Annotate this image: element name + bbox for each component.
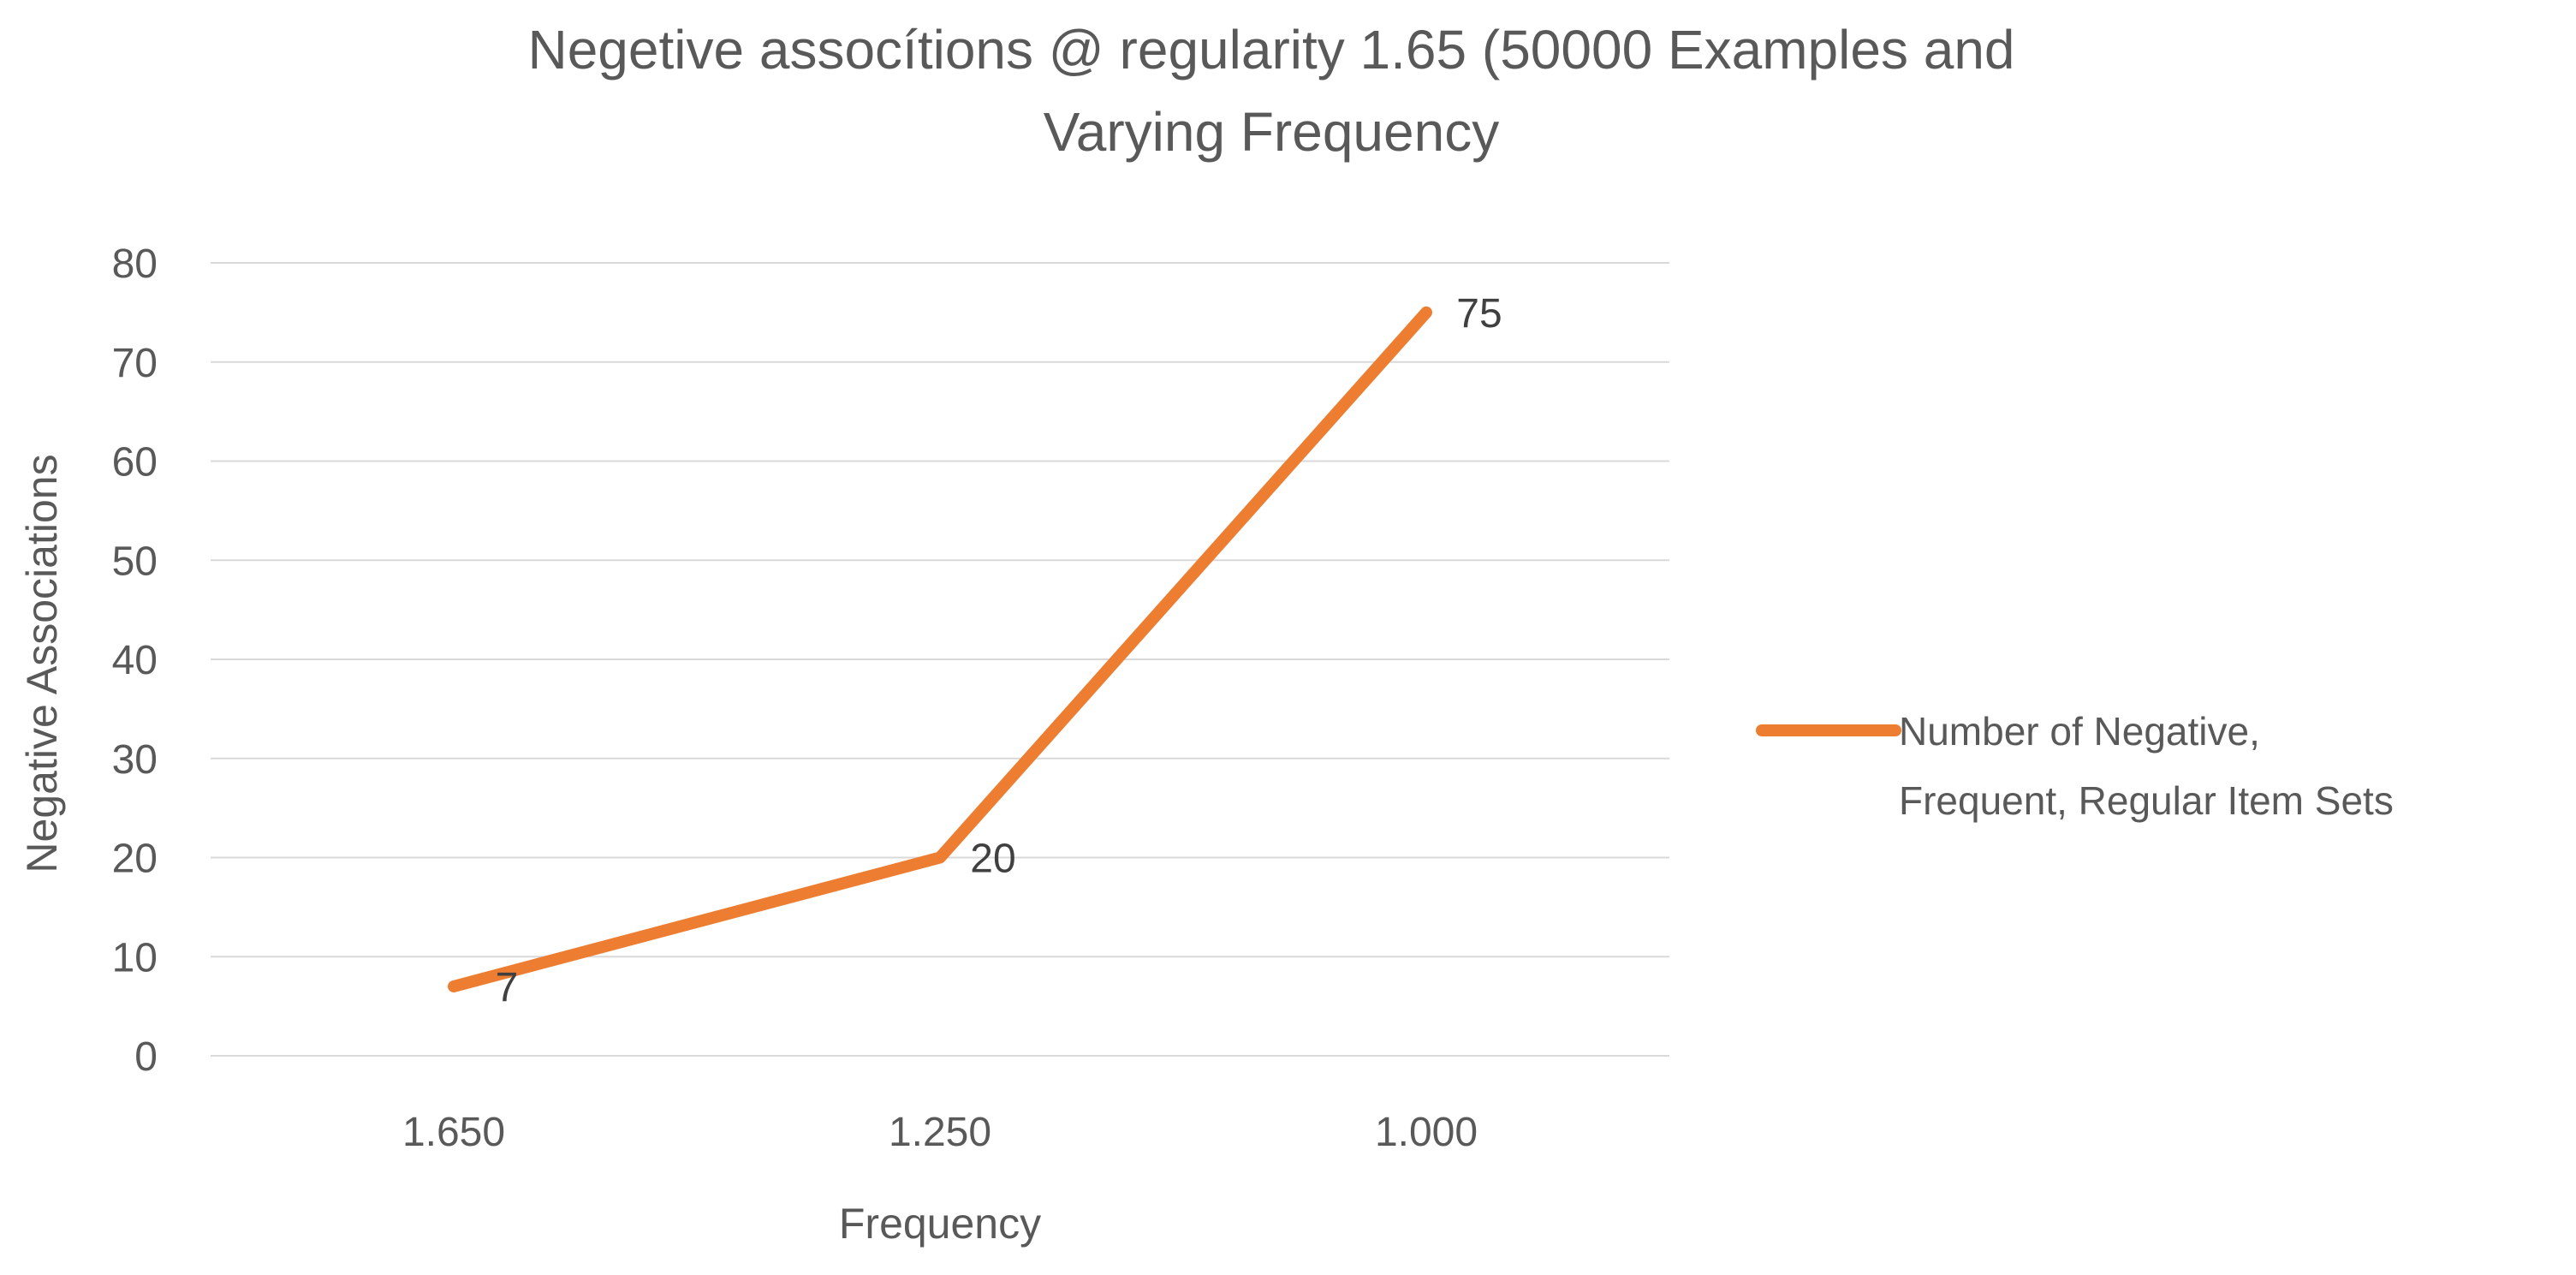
chart-title-line: Varying Frequency [1044, 101, 1499, 163]
y-tick-label: 70 [112, 341, 158, 386]
legend-label-line: Frequent, Regular Item Sets [1899, 778, 2394, 823]
data-point [939, 856, 941, 859]
y-axis-label: Negative Associations [18, 454, 66, 873]
y-tick-label: 10 [112, 935, 158, 980]
data-point [453, 985, 455, 987]
gridlines [211, 262, 1669, 1057]
y-tick-label: 30 [112, 737, 158, 783]
x-tick-label: 1.650 [402, 1110, 505, 1155]
y-axis-ticks: 0 10 20 30 40 50 60 70 80 [112, 241, 158, 1080]
series-line [448, 306, 1432, 992]
y-tick-label: 40 [112, 638, 158, 683]
x-axis-label: Frequency [839, 1200, 1041, 1248]
y-tick-label: 20 [112, 837, 158, 882]
x-tick-label: 1.000 [1375, 1110, 1478, 1155]
y-tick-label: 50 [112, 539, 158, 584]
legend: Number of Negative, Frequent, Regular It… [1756, 709, 2394, 823]
data-label: 75 [1456, 291, 1502, 337]
y-tick-label: 0 [134, 1034, 158, 1080]
y-tick-label: 60 [112, 440, 158, 486]
legend-label-line: Number of Negative, [1899, 709, 2260, 754]
chart-title: Negetive assocítions @ regularity 1.65 (… [527, 19, 2014, 163]
y-tick-label: 80 [112, 241, 158, 287]
series-layer [448, 306, 1432, 992]
x-tick-label: 1.250 [889, 1110, 991, 1155]
data-label: 7 [496, 965, 519, 1010]
x-axis-ticks: 1.650 1.250 1.000 [402, 1110, 1478, 1155]
data-point [1425, 311, 1427, 313]
chart-title-line: Negetive assocítions @ regularity 1.65 (… [527, 19, 2014, 80]
data-labels: 7 20 75 [496, 291, 1502, 1010]
data-label: 20 [970, 837, 1015, 882]
